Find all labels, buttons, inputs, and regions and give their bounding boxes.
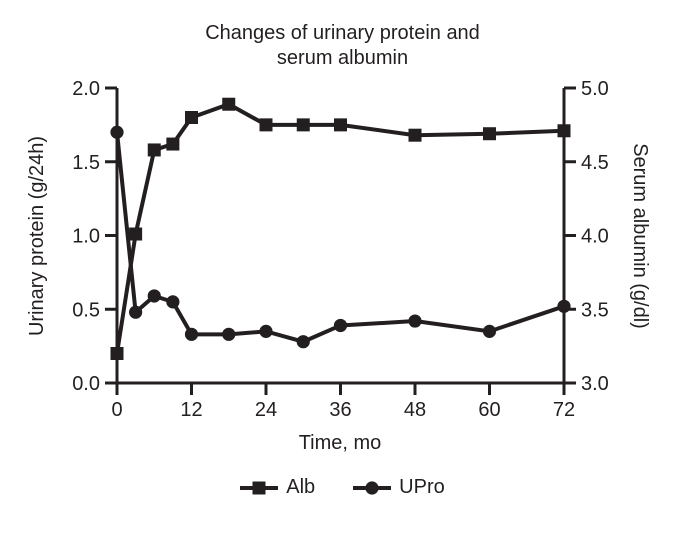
marker-circle-upro <box>147 289 161 303</box>
marker-square-alb <box>147 143 161 157</box>
marker-circle-upro <box>110 125 124 139</box>
series-line-upro <box>115 132 565 344</box>
chart-title: Changes of urinary protein and serum alb… <box>0 21 685 71</box>
y-right-tick-label: 5.0 <box>581 78 609 100</box>
marker-circle-upro <box>482 324 497 338</box>
legend-square-marker-icon <box>240 481 279 494</box>
chart-title-line1: Changes of urinary protein and <box>205 22 480 44</box>
legend-label: UPro <box>399 476 445 498</box>
marker-square-alb <box>334 118 347 132</box>
y-left-tick-label: 2.0 <box>72 78 100 100</box>
marker-circle-upro <box>129 305 143 319</box>
x-axis-label: Time, mo <box>299 432 382 454</box>
marker-circle-upro <box>166 295 180 309</box>
legend-item-alb: Alb <box>240 476 315 499</box>
marker-square-alb <box>557 124 571 138</box>
x-tick-label: 48 <box>404 399 426 421</box>
marker-square-alb <box>110 347 124 360</box>
y-left-tick-label: 0.0 <box>72 373 100 395</box>
y-right-tick-label: 3.0 <box>581 373 609 395</box>
y-left-axis-label: Urinary protein (g/24h) <box>26 136 48 336</box>
y-right-tick-label: 4.0 <box>581 226 609 248</box>
x-tick-label: 24 <box>255 399 277 421</box>
marker-circle-upro <box>184 327 199 341</box>
marker-circle-upro <box>296 335 310 349</box>
marker-square-alb <box>185 111 198 124</box>
x-tick-label: 12 <box>180 399 202 421</box>
marker-square-alb <box>408 128 422 142</box>
series-line-alb <box>115 102 565 354</box>
y-right-tick-label: 4.5 <box>581 152 609 174</box>
plot-area: 0.0 0.5 1.0 1.5 2.0 3.0 3.5 4.0 4.5 5.0 0 12 24 36 48 6… <box>72 78 609 421</box>
marker-square-alb <box>259 118 273 132</box>
y-right-tick-label: 3.5 <box>581 299 609 321</box>
x-tick-label: 60 <box>478 399 500 421</box>
legend-circle-marker-icon <box>353 480 392 495</box>
y-left-tick-label: 0.5 <box>72 299 100 321</box>
legend-item-upro: UPro <box>353 476 445 499</box>
x-tick-label: 72 <box>553 399 575 421</box>
marker-square-alb <box>129 227 143 241</box>
marker-square-alb <box>483 127 496 141</box>
marker-circle-upro <box>222 327 236 341</box>
chart-legend: Alb UPro <box>0 476 685 499</box>
y-right-axis-label: Serum albumin (g/dl) <box>629 143 651 329</box>
marker-square-alb <box>296 118 310 132</box>
marker-circle-upro <box>557 299 571 313</box>
chart-title-line2: serum albumin <box>276 47 409 69</box>
y-left-tick-label: 1.5 <box>72 152 100 174</box>
marker-square-alb <box>166 137 180 151</box>
y-left-tick-label: 1.0 <box>72 226 100 248</box>
marker-square-alb <box>222 97 236 111</box>
marker-circle-upro <box>333 318 348 333</box>
marker-circle-upro <box>408 314 422 328</box>
x-tick-label: 0 <box>111 399 122 421</box>
marker-circle-upro <box>259 324 273 338</box>
legend-label: Alb <box>286 476 316 498</box>
x-tick-label: 36 <box>329 399 351 421</box>
